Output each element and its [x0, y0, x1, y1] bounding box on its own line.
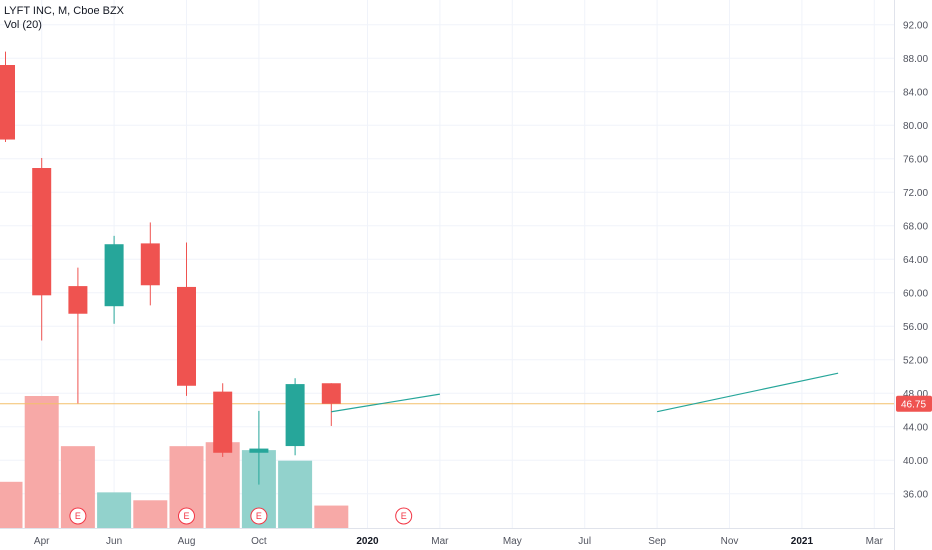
projection-line[interactable]: [331, 393, 440, 413]
price-tick-label: 36.00: [903, 489, 928, 500]
symbol-title: LYFT INC, M, Cboe BZX: [4, 5, 125, 17]
price-tick-label: 72.00: [903, 188, 928, 199]
earnings-marker-label: E: [75, 511, 81, 521]
time-tick-label: Apr: [34, 536, 50, 547]
earnings-marker-label: E: [401, 511, 407, 521]
current-price-tag-label: 46.75: [901, 399, 926, 410]
price-tick-label: 68.00: [903, 221, 928, 232]
price-tick-label: 44.00: [903, 422, 928, 433]
price-tick-label: 52.00: [903, 355, 928, 366]
time-tick-label: 2020: [356, 536, 379, 547]
candle-down[interactable]: [321, 383, 341, 404]
time-tick-label: Nov: [721, 536, 739, 547]
earnings-marker-icon[interactable]: [69, 507, 87, 525]
time-tick-label: Mar: [431, 536, 449, 547]
candle-down[interactable]: [177, 286, 196, 386]
time-tick-label: Jun: [106, 536, 122, 547]
time-tick-label: Mar: [866, 536, 884, 547]
volume-bar: [0, 481, 23, 528]
price-tick-label: 56.00: [903, 322, 928, 333]
price-tick-label: 84.00: [903, 87, 928, 98]
current-price-tag: [896, 395, 932, 412]
volume-bar: [133, 500, 168, 528]
candle-down[interactable]: [213, 391, 233, 453]
candle-down[interactable]: [0, 65, 15, 140]
time-tick-label: Aug: [178, 536, 196, 547]
candle-down[interactable]: [32, 168, 52, 296]
time-tick-label: Sep: [648, 536, 666, 547]
price-tick-label: 80.00: [903, 121, 928, 132]
price-tick-label: 48.00: [903, 389, 928, 400]
price-tick-label: 40.00: [903, 456, 928, 467]
earnings-marker-icon[interactable]: [178, 507, 195, 525]
volume-bar: [314, 505, 349, 528]
candle-down[interactable]: [68, 286, 88, 314]
earnings-marker-label: E: [183, 511, 189, 521]
time-tick-label: Jul: [578, 536, 591, 547]
volume-bar: [24, 396, 59, 528]
candle-up[interactable]: [285, 384, 305, 447]
earnings-marker-icon[interactable]: [250, 507, 268, 525]
time-tick-label: 2021: [791, 536, 814, 547]
candle-up[interactable]: [104, 244, 124, 307]
earnings-marker-label: E: [256, 511, 262, 521]
chart-header: LYFT INC, M, Cboe BZX Vol (20): [4, 4, 124, 32]
price-tick-label: 76.00: [903, 154, 928, 165]
candle-down[interactable]: [140, 243, 160, 286]
price-tick-label: 88.00: [903, 54, 928, 65]
price-tick-label: 60.00: [903, 288, 928, 299]
volume-bar: [97, 492, 132, 528]
projection-line[interactable]: [656, 372, 839, 413]
time-tick-label: Oct: [251, 536, 267, 547]
volume-bar: [278, 460, 313, 528]
volume-indicator-label: Vol (20): [4, 19, 42, 31]
price-tick-label: 92.00: [903, 20, 928, 31]
earnings-marker-icon[interactable]: [395, 507, 413, 525]
time-tick-label: May: [503, 536, 522, 547]
price-tick-label: 64.00: [903, 255, 928, 266]
candle-up[interactable]: [249, 448, 269, 453]
